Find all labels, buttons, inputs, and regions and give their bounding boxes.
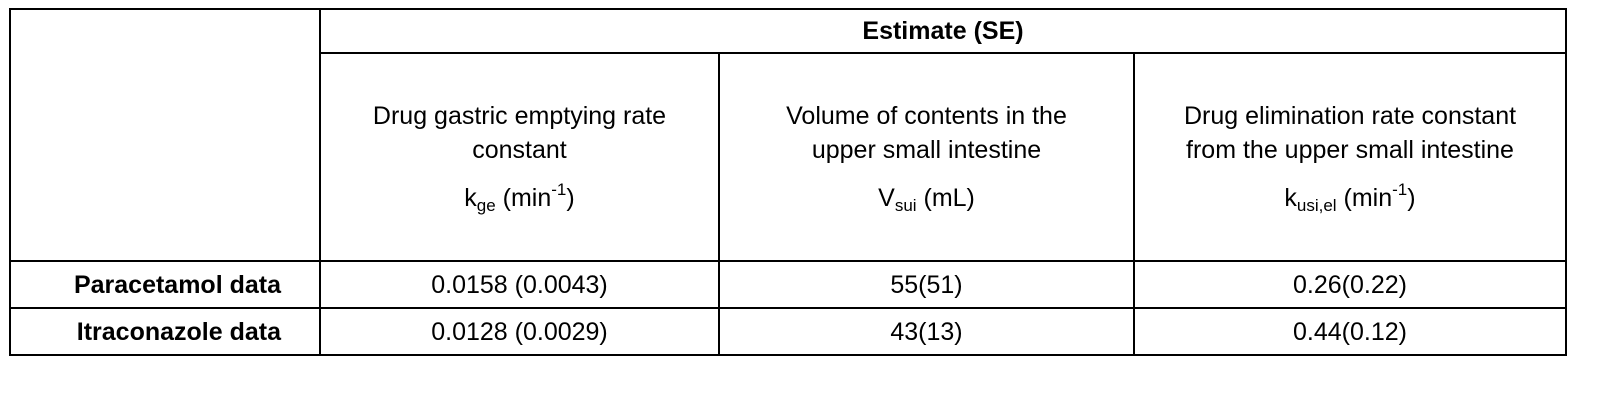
column-name: Drug gastric emptying rate constant bbox=[372, 102, 667, 164]
table-cell: 0.44(0.12) bbox=[1133, 307, 1567, 356]
parameter-header-row: Drug gastric emptying rate constant kge … bbox=[10, 52, 1567, 262]
row-label: Paracetamol data bbox=[9, 260, 321, 309]
table-row-paracetamol: Paracetamol data 0.0158 (0.0043) 55(51) … bbox=[9, 260, 1567, 309]
group-header-estimate: Estimate (SE) bbox=[319, 8, 1567, 54]
table-cell: 0.0128 (0.0029) bbox=[319, 307, 720, 356]
table-cell: 0.26(0.22) bbox=[1133, 260, 1567, 309]
column-symbol: Vsui (mL) bbox=[878, 184, 975, 215]
row-label: Itraconazole data bbox=[9, 307, 321, 356]
column-name: Drug elimination rate constant from the … bbox=[1183, 102, 1517, 164]
column-symbol: kge (min-1) bbox=[464, 180, 575, 215]
column-header-elimination: Drug elimination rate constant from the … bbox=[1133, 52, 1567, 262]
column-name: Volume of contents in the upper small in… bbox=[786, 102, 1067, 164]
table-cell: 55(51) bbox=[718, 260, 1135, 309]
column-header-gastric-emptying: Drug gastric emptying rate constant kge … bbox=[319, 52, 720, 262]
table-cell: 43(13) bbox=[718, 307, 1135, 356]
estimates-table: Estimate (SE) Drug gastric emptying rate… bbox=[9, 8, 1567, 356]
column-symbol: kusi,el (min-1) bbox=[1284, 180, 1416, 215]
table-cell: 0.0158 (0.0043) bbox=[319, 260, 720, 309]
table-row-itraconazole: Itraconazole data 0.0128 (0.0029) 43(13)… bbox=[9, 307, 1567, 356]
table-header-row: Estimate (SE) bbox=[9, 8, 1567, 262]
column-header-volume: Volume of contents in the upper small in… bbox=[718, 52, 1135, 262]
empty-corner-cell bbox=[9, 8, 321, 262]
